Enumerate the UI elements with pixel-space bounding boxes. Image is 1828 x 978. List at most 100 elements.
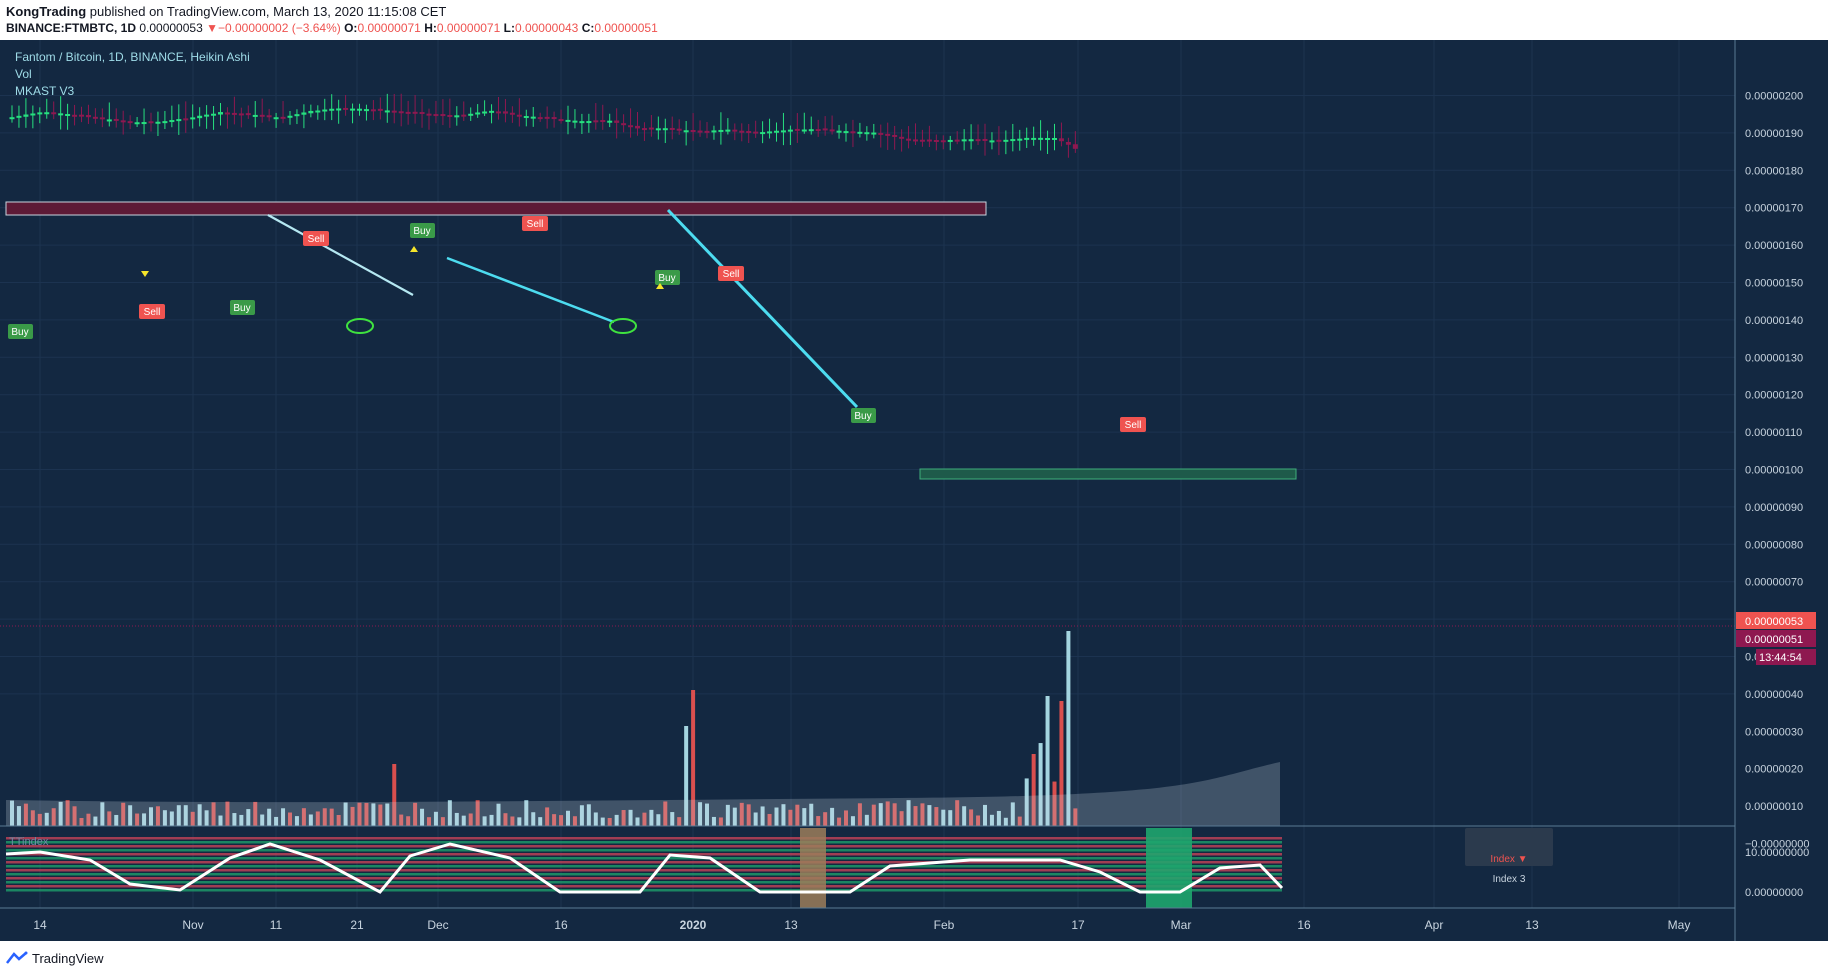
- candle-body: [1065, 141, 1071, 145]
- candle-body: [1003, 139, 1009, 142]
- candle-body: [433, 114, 439, 117]
- candle-body: [676, 128, 682, 131]
- candle-body: [9, 117, 15, 120]
- volume-bar: [475, 800, 480, 826]
- candle-body: [913, 139, 918, 142]
- candle-body: [44, 112, 50, 115]
- volume-bar: [10, 800, 14, 826]
- volume-bar: [232, 813, 237, 826]
- volume-bar: [1066, 631, 1071, 826]
- candle-body: [753, 131, 759, 134]
- volume-bar: [65, 800, 70, 826]
- candle-body: [739, 130, 745, 133]
- price-tick-label: 0.00000020: [1745, 764, 1803, 776]
- sell-signal-label: Sell: [144, 307, 161, 318]
- buy-signal-badge: [8, 324, 33, 339]
- candle-body: [635, 125, 640, 129]
- signals: Buy Buy Buy Buy Buy Sell Sell Sell Sell Sell: [8, 216, 1146, 432]
- volume-bar: [802, 808, 807, 826]
- candle-body: [245, 113, 251, 116]
- ttindex-highlight-1: [800, 828, 826, 908]
- candle-body: [224, 112, 230, 115]
- candle-body: [412, 111, 418, 114]
- candle-body: [496, 111, 501, 114]
- author-name[interactable]: KongTrading: [6, 4, 87, 19]
- candle-body: [968, 139, 974, 142]
- candle-body: [370, 109, 376, 112]
- volume-bar: [962, 806, 967, 826]
- price-tick-label: 0.00000100: [1745, 465, 1803, 477]
- price-tick-label: 0.00000200: [1745, 91, 1803, 103]
- time-tick-label: Feb: [934, 918, 955, 932]
- chart-frame[interactable]: Buy Buy Buy Buy Buy Sell Sell Sell Sell Sell 0.00…: [0, 40, 1828, 941]
- candle-body: [628, 125, 634, 128]
- volume-bar: [371, 803, 376, 826]
- candle-body: [607, 120, 613, 123]
- candle-body: [892, 134, 898, 137]
- candle-body: [461, 114, 467, 117]
- volume-bar: [538, 817, 543, 826]
- sell-signal-label: Sell: [308, 234, 325, 245]
- tradingview-logo[interactable]: TradingView: [6, 951, 104, 966]
- index-box[interactable]: Index ▼ Index 3: [1465, 828, 1553, 885]
- candle-body: [1058, 138, 1064, 142]
- candle-body: [141, 122, 147, 125]
- volume-bar: [385, 803, 390, 826]
- volume-bar: [823, 812, 828, 826]
- time-tick-label: 11: [270, 918, 283, 932]
- candle-body: [899, 136, 905, 139]
- ttindex-band: [6, 845, 1282, 848]
- volume-bar: [691, 690, 696, 826]
- candle-body: [489, 110, 495, 113]
- candle-body: [148, 121, 154, 124]
- ttindex-band: [6, 837, 1282, 840]
- volume-bar: [1038, 743, 1043, 826]
- volume-bar: [746, 804, 751, 826]
- time-tick-label: 16: [554, 918, 568, 932]
- volume-bar: [260, 814, 265, 826]
- candle-body: [509, 112, 515, 115]
- volume-bar: [246, 809, 251, 826]
- price-tick-label: 0.00000090: [1745, 502, 1803, 514]
- volume-bar: [899, 811, 904, 826]
- price-tick-label: 0.00000010: [1745, 801, 1803, 813]
- last-price-marker-bg: [1736, 612, 1816, 629]
- candle-body: [482, 111, 488, 114]
- time-tick-label: 13: [784, 918, 798, 932]
- candle-body: [1052, 137, 1057, 140]
- pivot-circle-1: [346, 318, 374, 334]
- signal-arrow: [410, 246, 418, 252]
- candle-body: [92, 116, 98, 119]
- sell-signal-label: Sell: [527, 219, 544, 230]
- volume-bar: [850, 816, 855, 826]
- drawings[interactable]: [0, 40, 1735, 409]
- price-chart[interactable]: Buy Buy Buy Buy Buy Sell Sell Sell Sell Sell 0.00…: [0, 40, 1828, 941]
- countdown-label: 13:44:54: [1759, 652, 1802, 664]
- price-tick-label: 0.00000190: [1745, 128, 1803, 140]
- volume-bar: [1073, 808, 1078, 826]
- volume-bar: [795, 804, 800, 826]
- volume-bar: [656, 814, 661, 826]
- volume-bar: [79, 817, 84, 826]
- candle-body: [1045, 137, 1051, 140]
- high-label: H:: [424, 21, 437, 35]
- candle-body: [134, 122, 140, 125]
- price-tick-label: −0.00000000: [1745, 839, 1810, 851]
- volume-bar: [253, 801, 258, 826]
- volume-bar: [864, 814, 869, 826]
- volume-bar: [579, 805, 584, 826]
- chart-background: [0, 40, 1828, 941]
- volume-bar: [531, 812, 536, 826]
- legend-indicator: MKAST V3: [15, 84, 74, 98]
- volume-bar: [204, 810, 209, 826]
- volume-bar: [830, 807, 835, 826]
- time-tick-label: 21: [350, 918, 364, 932]
- candle-body: [933, 139, 939, 142]
- sell-signal-badge: [139, 304, 165, 319]
- candle-body: [579, 121, 585, 124]
- volume-bar: [781, 804, 786, 826]
- price-tick-label: 0.00000170: [1745, 203, 1803, 215]
- candle-body: [197, 115, 203, 119]
- candle-body: [301, 112, 307, 115]
- candle-body: [329, 108, 335, 111]
